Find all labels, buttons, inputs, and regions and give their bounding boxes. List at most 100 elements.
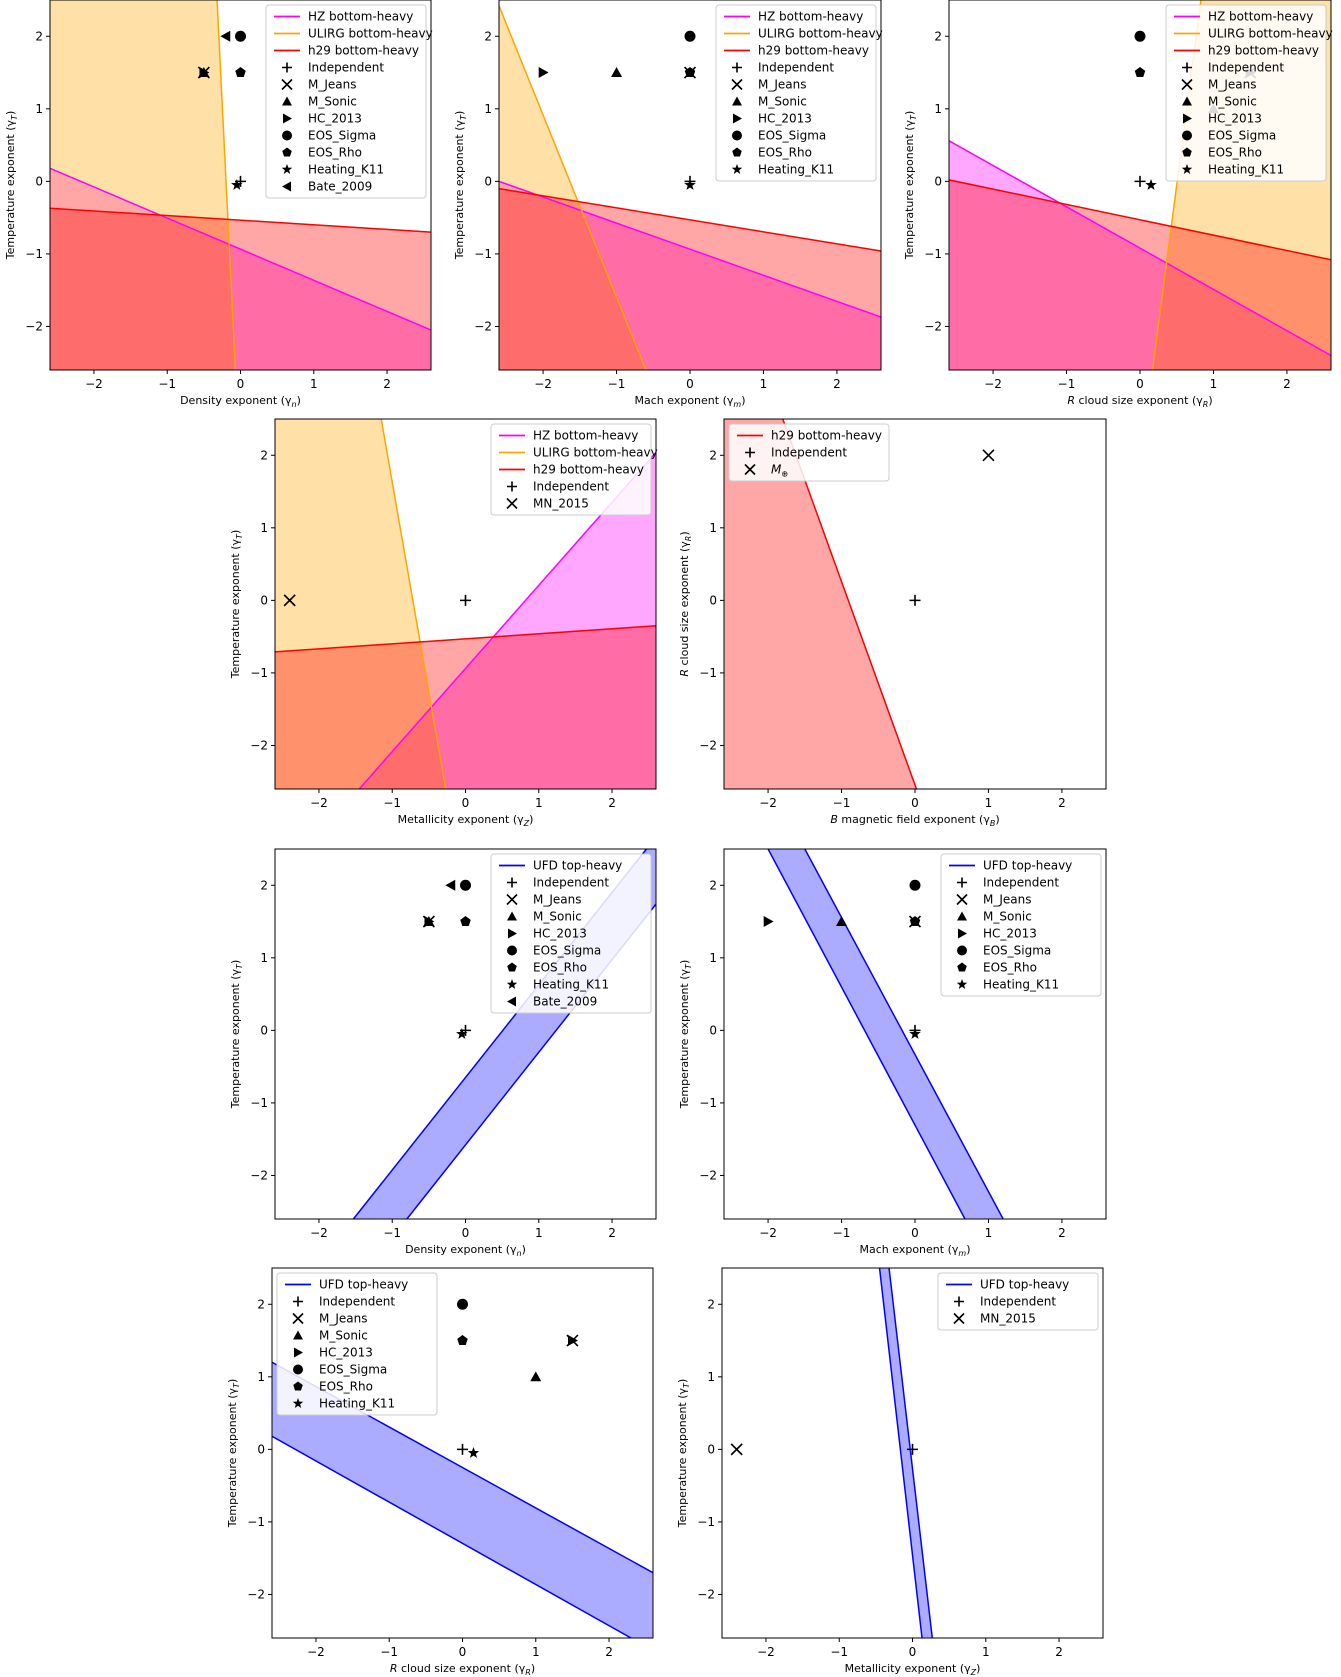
point-mn-2015 (283, 594, 296, 607)
x-tick-label: 1 (535, 1226, 543, 1240)
region-ulirg (275, 419, 446, 789)
x-axis-label: Density exponent (γn) (180, 394, 301, 409)
x-tick-label: −2 (757, 1645, 775, 1659)
legend: UFD top-heavy Independent M_Jeans M_Sonic HC… (490, 853, 652, 1014)
x-tick-label: 0 (459, 1645, 467, 1659)
legend-label: HZ bottom-heavy (308, 10, 413, 24)
legend-marker (1181, 78, 1193, 91)
legend-marker (1182, 130, 1192, 141)
legend-label: ULIRG bottom-heavy (758, 27, 883, 41)
legend-label: EOS_Rho (1208, 146, 1262, 160)
legend-label: Heating_K11 (1208, 163, 1284, 177)
point-independent (460, 594, 471, 606)
y-tick-label: 1 (707, 1370, 715, 1384)
region-hz (499, 181, 881, 370)
region-hz (949, 140, 1331, 370)
legend-marker (281, 78, 293, 91)
y-tick-label: −1 (25, 247, 43, 261)
y-tick-label: −2 (247, 1587, 265, 1601)
x-tick-label: 2 (1058, 1226, 1066, 1240)
legend-label: Bate_2009 (308, 180, 372, 194)
plot-area (499, 5, 881, 370)
legend-marker (745, 447, 755, 458)
legend-label: Independent (533, 876, 609, 890)
x-tick-label: 2 (1058, 796, 1066, 810)
legend-marker (732, 130, 742, 141)
x-tick-label: 1 (310, 377, 318, 391)
legend-marker (282, 62, 292, 73)
x-tick-label: −2 (310, 1226, 328, 1240)
legend-marker (293, 1330, 303, 1340)
legend-marker (956, 893, 968, 906)
y-axis-label: Temperature exponent (γT) (678, 960, 693, 1110)
legend-label: Independent (980, 1295, 1056, 1309)
legend-label: UFD top-heavy (983, 859, 1072, 873)
point-eos-rho (1134, 67, 1146, 77)
subplot-4: −2 −1 0 1 2 −2 −1 0 1 2 Metallicity exponent (γZ) T… (229, 418, 658, 828)
legend-label: M_Jeans (319, 1312, 368, 1326)
y-tick-label: 2 (484, 29, 492, 43)
legend-label: MN_2015 (533, 497, 589, 511)
y-axis-label: Temperature exponent (γT) (229, 960, 244, 1110)
y-tick-label: −1 (247, 1515, 265, 1529)
x-tick-label: −2 (307, 1645, 325, 1659)
x-tick-label: −2 (85, 377, 103, 391)
y-tick-label: 1 (484, 102, 492, 116)
y-tick-label: −1 (474, 247, 492, 261)
x-tick-label: −1 (833, 1226, 851, 1240)
legend-label: M_Jeans (758, 78, 807, 92)
legend-label: UFD top-heavy (980, 1278, 1069, 1292)
legend-label: EOS_Sigma (319, 1363, 387, 1377)
point-bate-2009 (220, 30, 231, 42)
legend-marker (506, 497, 518, 510)
x-tick-label: 0 (911, 1226, 919, 1240)
legend: HZ bottom-heavy ULIRG bottom-heavy h29 bot… (1165, 4, 1333, 182)
legend-marker (283, 113, 292, 124)
y-tick-label: 1 (35, 102, 43, 116)
legend-label: Independent (308, 61, 384, 75)
legend-box (490, 853, 652, 1014)
band-edge-2 (272, 1435, 632, 1638)
legend-label: Heating_K11 (983, 978, 1059, 992)
plot-area (275, 419, 656, 789)
legend-label: Independent (758, 61, 834, 75)
legend-marker (507, 911, 517, 921)
band-ufd (879, 1268, 933, 1638)
legend-marker (507, 945, 517, 956)
y-tick-label: 0 (260, 1023, 268, 1037)
y-axis-label: Temperature exponent (γT) (4, 111, 19, 261)
point-eos-sigma (684, 30, 696, 42)
legend-marker (292, 1312, 304, 1325)
y-axis-label: Temperature exponent (γT) (453, 111, 468, 261)
y-tick-label: 2 (709, 878, 717, 892)
region-ulirg (50, 0, 236, 370)
point-hc-2013 (199, 67, 210, 79)
legend-label: M_Sonic (308, 95, 357, 109)
legend-label: M_Jeans (1208, 78, 1257, 92)
boundary-h29 (275, 625, 656, 653)
y-tick-label: 0 (709, 1023, 717, 1037)
legend-box (937, 1272, 1099, 1331)
x-tick-label: −1 (383, 796, 401, 810)
legend-label: ULIRG bottom-heavy (533, 446, 658, 460)
y-tick-label: −1 (697, 1515, 715, 1529)
point-heating-k11 (1145, 178, 1157, 190)
point-independent (907, 1443, 918, 1455)
legend-label: HC_2013 (308, 112, 362, 126)
x-tick-label: −1 (383, 1226, 401, 1240)
x-axis-label: R cloud size exponent (γR) (390, 1662, 535, 1677)
point-eos-rho (235, 67, 246, 77)
y-tick-label: 1 (709, 521, 717, 535)
legend-label: Bate_2009 (533, 995, 597, 1009)
y-tick-label: 0 (934, 174, 942, 188)
legend-marker (282, 147, 292, 157)
x-tick-label: −2 (534, 377, 552, 391)
y-tick-label: 0 (257, 1442, 265, 1456)
legend-label: M_Sonic (983, 910, 1032, 924)
point-m- (982, 449, 995, 462)
x-tick-label: 2 (608, 796, 616, 810)
boundary-hz (50, 167, 431, 331)
x-tick-label: 2 (1283, 377, 1291, 391)
legend-marker (506, 979, 518, 989)
legend-box (728, 423, 890, 482)
